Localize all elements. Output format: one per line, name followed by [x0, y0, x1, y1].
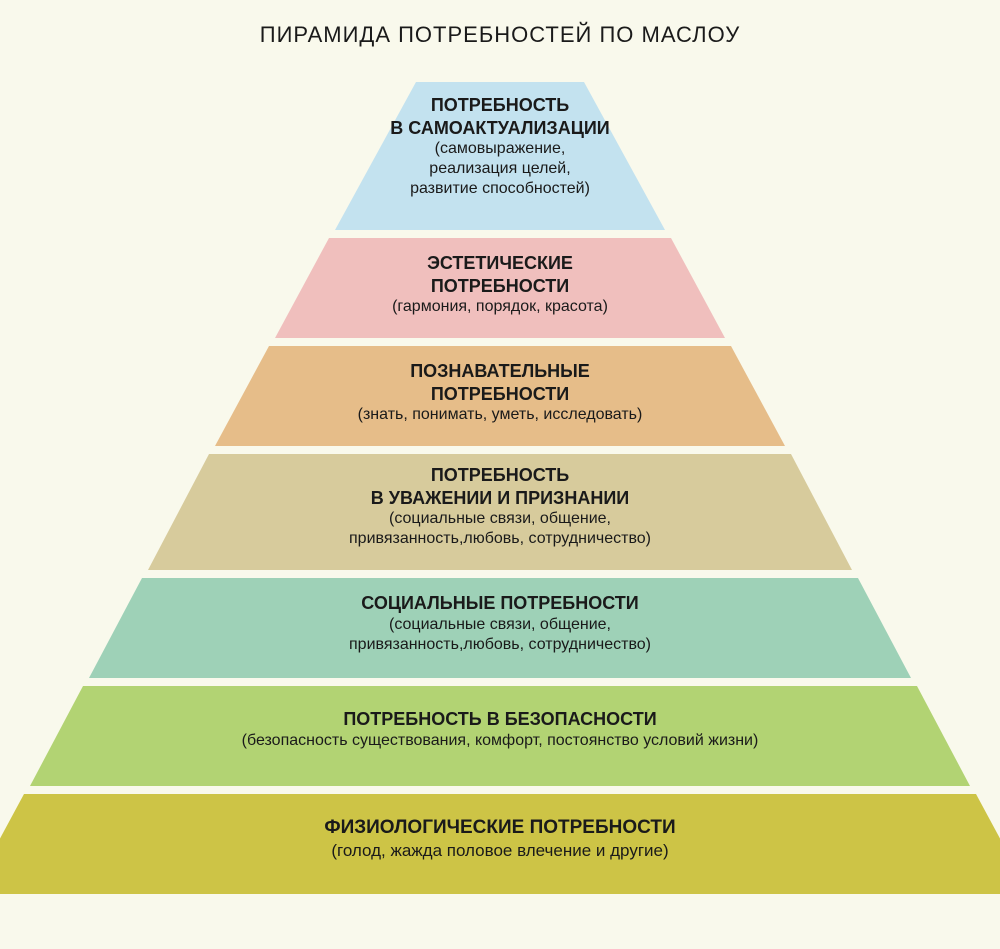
layer-text-physiological: ФИЗИОЛОГИЧЕСКИЕ ПОТРЕБНОСТИ(голод, жажда…: [0, 816, 1000, 861]
page: ПИРАМИДА ПОТРЕБНОСТЕЙ ПО МАСЛОУ ПОТРЕБНО…: [0, 0, 1000, 949]
pyramid: ПОТРЕБНОСТЬВ САМОАКТУАЛИЗАЦИИ(самовыраже…: [0, 0, 1000, 949]
pyramid-layer-physiological: [0, 0, 1000, 949]
layer-desc-line: (голод, жажда половое влечение и другие): [0, 840, 1000, 861]
layer-title-line: ФИЗИОЛОГИЧЕСКИЕ ПОТРЕБНОСТИ: [0, 816, 1000, 840]
